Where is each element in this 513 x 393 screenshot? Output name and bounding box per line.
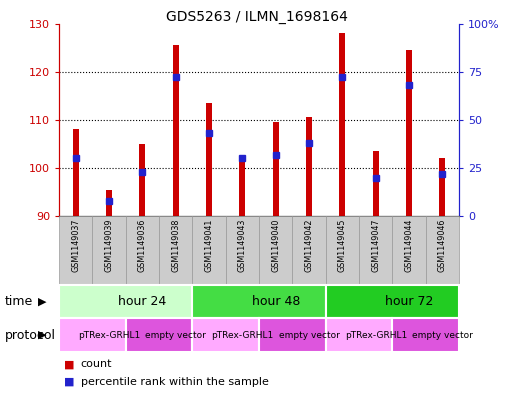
- Text: GSM1149040: GSM1149040: [271, 218, 280, 272]
- Text: ▶: ▶: [38, 297, 46, 307]
- Bar: [392, 318, 459, 352]
- Text: empty vector: empty vector: [145, 331, 206, 340]
- Bar: [126, 216, 159, 285]
- Bar: [292, 216, 326, 285]
- Bar: [59, 216, 92, 285]
- Bar: [259, 216, 292, 285]
- Text: ■: ■: [64, 359, 74, 369]
- Text: percentile rank within the sample: percentile rank within the sample: [81, 377, 268, 387]
- Text: GSM1149044: GSM1149044: [405, 218, 413, 272]
- Bar: [126, 318, 192, 352]
- Text: GSM1149043: GSM1149043: [238, 218, 247, 272]
- Bar: [140, 144, 145, 216]
- Text: time: time: [5, 295, 33, 308]
- Text: GSM1149036: GSM1149036: [138, 218, 147, 272]
- Text: GSM1149045: GSM1149045: [338, 218, 347, 272]
- Text: ▶: ▶: [38, 330, 46, 340]
- Text: hour 72: hour 72: [385, 295, 433, 308]
- Bar: [259, 318, 326, 352]
- Text: GDS5263 / ILMN_1698164: GDS5263 / ILMN_1698164: [166, 10, 347, 24]
- Bar: [373, 151, 379, 216]
- Text: protocol: protocol: [5, 329, 56, 342]
- Text: count: count: [81, 359, 112, 369]
- Bar: [326, 285, 459, 318]
- Text: GSM1149047: GSM1149047: [371, 218, 380, 272]
- Bar: [340, 33, 345, 216]
- Bar: [306, 118, 312, 216]
- Bar: [426, 216, 459, 285]
- Bar: [240, 156, 245, 216]
- Bar: [392, 216, 426, 285]
- Bar: [92, 216, 126, 285]
- Bar: [192, 318, 259, 352]
- Bar: [192, 216, 226, 285]
- Text: GSM1149046: GSM1149046: [438, 218, 447, 272]
- Bar: [192, 285, 326, 318]
- Bar: [173, 45, 179, 216]
- Bar: [326, 318, 392, 352]
- Bar: [59, 318, 126, 352]
- Bar: [406, 50, 412, 216]
- Text: GSM1149038: GSM1149038: [171, 218, 180, 272]
- Bar: [359, 216, 392, 285]
- Bar: [106, 190, 112, 216]
- Bar: [273, 122, 279, 216]
- Bar: [206, 103, 212, 216]
- Bar: [226, 216, 259, 285]
- Bar: [59, 285, 192, 318]
- Text: ■: ■: [64, 377, 74, 387]
- Text: empty vector: empty vector: [279, 331, 340, 340]
- Bar: [326, 216, 359, 285]
- Text: pTRex-GRHL1: pTRex-GRHL1: [345, 331, 407, 340]
- Text: GSM1149042: GSM1149042: [305, 218, 313, 272]
- Text: GSM1149039: GSM1149039: [105, 218, 113, 272]
- Bar: [440, 158, 445, 216]
- Text: GSM1149037: GSM1149037: [71, 218, 80, 272]
- Bar: [73, 129, 78, 216]
- Text: pTRex-GRHL1: pTRex-GRHL1: [211, 331, 273, 340]
- Text: hour 48: hour 48: [251, 295, 300, 308]
- Text: empty vector: empty vector: [412, 331, 473, 340]
- Text: hour 24: hour 24: [118, 295, 167, 308]
- Text: GSM1149041: GSM1149041: [205, 218, 213, 272]
- Text: pTRex-GRHL1: pTRex-GRHL1: [78, 331, 140, 340]
- Bar: [159, 216, 192, 285]
